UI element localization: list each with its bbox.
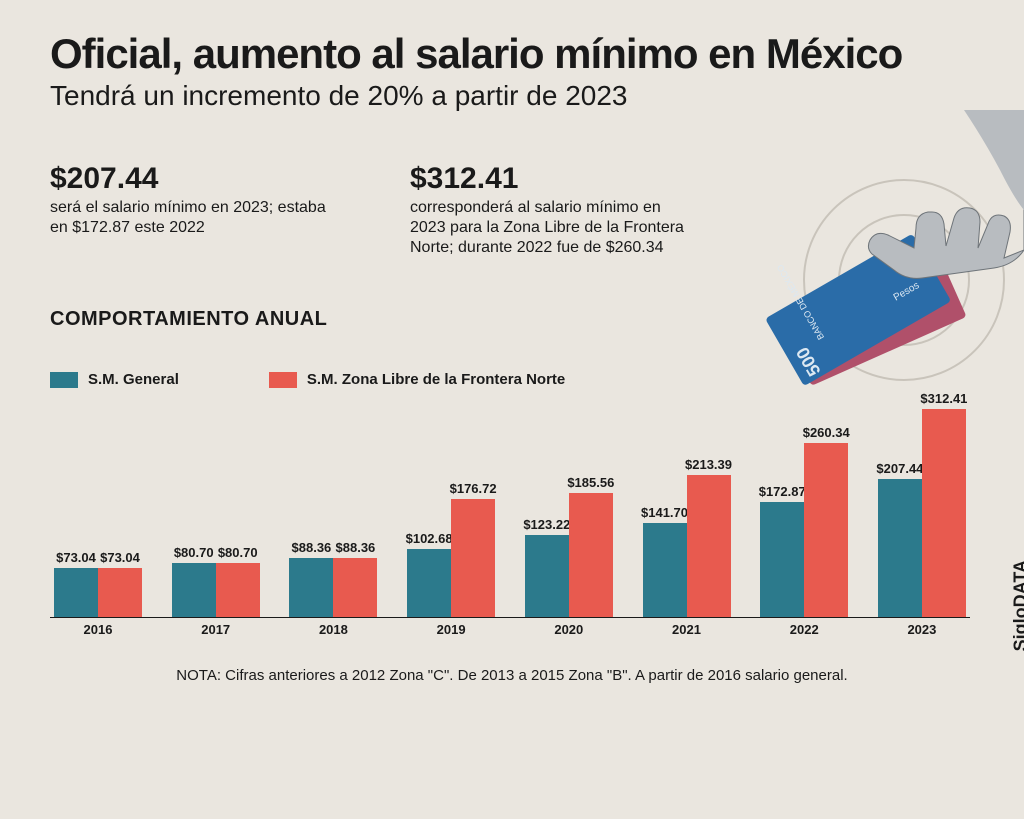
x-tick: 2019	[407, 622, 495, 637]
bar: $260.34	[804, 443, 848, 617]
bar-value-label: $185.56	[567, 475, 614, 490]
year-group: $207.44$312.41	[878, 409, 966, 617]
bar-value-label: $207.44	[876, 461, 923, 476]
stats-row: $207.44 será el salario mínimo en 2023; …	[50, 162, 974, 258]
legend-item-general: S.M. General	[50, 371, 179, 388]
bar-chart: $73.04$73.04$80.70$80.70$88.36$88.36$102…	[50, 398, 970, 618]
year-group: $123.22$185.56	[525, 493, 613, 617]
year-group: $141.70$213.39	[643, 475, 731, 617]
infographic-container: Oficial, aumento al salario mínimo en Mé…	[0, 0, 1024, 819]
bar-value-label: $172.87	[759, 484, 806, 499]
bar: $73.04	[98, 568, 142, 617]
bar: $80.70	[172, 563, 216, 617]
chart-legend: S.M. General S.M. Zona Libre de la Front…	[50, 371, 974, 388]
bar: $88.36	[333, 558, 377, 617]
legend-swatch-general	[50, 372, 78, 388]
stat-frontera-value: $312.41	[410, 162, 690, 196]
bar-value-label: $80.70	[174, 545, 214, 560]
chart-note: NOTA: Cifras anteriores a 2012 Zona "C".…	[50, 667, 974, 684]
year-group: $73.04$73.04	[54, 568, 142, 617]
x-tick: 2017	[172, 622, 260, 637]
bar: $88.36	[289, 558, 333, 617]
bar-value-label: $213.39	[685, 457, 732, 472]
bar-value-label: $123.22	[523, 517, 570, 532]
bar-value-label: $141.70	[641, 505, 688, 520]
bar: $185.56	[569, 493, 613, 617]
stat-frontera: $312.41 corresponderá al salario mínimo …	[410, 162, 690, 258]
bar: $172.87	[760, 502, 804, 617]
x-axis: 2016 2017 2018 2019 2020 2021 2022 2023	[50, 622, 970, 637]
bar-value-label: $73.04	[100, 550, 140, 565]
bar-value-label: $102.68	[406, 531, 453, 546]
year-group: $88.36$88.36	[289, 558, 377, 617]
chart-wrap: $73.04$73.04$80.70$80.70$88.36$88.36$102…	[50, 398, 974, 637]
bar: $80.70	[216, 563, 260, 617]
bar: $213.39	[687, 475, 731, 617]
bar-value-label: $176.72	[450, 481, 497, 496]
x-tick: 2020	[525, 622, 613, 637]
bar: $102.68	[407, 549, 451, 617]
bar: $73.04	[54, 568, 98, 617]
chart-title: COMPORTAMIENTO ANUAL	[50, 308, 974, 331]
bar-value-label: $88.36	[292, 540, 332, 555]
bar-value-label: $80.70	[218, 545, 258, 560]
bar: $207.44	[878, 479, 922, 617]
x-tick: 2022	[760, 622, 848, 637]
legend-label-general: S.M. General	[88, 371, 179, 388]
year-group: $80.70$80.70	[172, 563, 260, 617]
bar: $312.41	[922, 409, 966, 617]
bar: $123.22	[525, 535, 569, 617]
year-group: $172.87$260.34	[760, 443, 848, 617]
stat-general: $207.44 será el salario mínimo en 2023; …	[50, 162, 330, 258]
stat-general-desc: será el salario mínimo en 2023; estaba e…	[50, 198, 330, 238]
legend-label-frontera: S.M. Zona Libre de la Frontera Norte	[307, 371, 565, 388]
page-subtitle: Tendrá un incremento de 20% a partir de …	[50, 80, 974, 112]
bar-value-label: $260.34	[803, 425, 850, 440]
x-tick: 2021	[643, 622, 731, 637]
legend-item-frontera: S.M. Zona Libre de la Frontera Norte	[269, 371, 565, 388]
stat-general-value: $207.44	[50, 162, 330, 196]
bar: $176.72	[451, 499, 495, 617]
bar: $141.70	[643, 523, 687, 617]
x-tick: 2016	[54, 622, 142, 637]
page-title: Oficial, aumento al salario mínimo en Mé…	[50, 30, 974, 78]
x-tick: 2023	[878, 622, 966, 637]
x-tick: 2018	[289, 622, 377, 637]
svg-text:Pesos: Pesos	[892, 280, 922, 303]
stat-frontera-desc: corresponderá al salario mínimo en 2023 …	[410, 198, 690, 258]
bar-value-label: $73.04	[56, 550, 96, 565]
year-group: $102.68$176.72	[407, 499, 495, 617]
bar-value-label: $312.41	[920, 391, 967, 406]
hand-money-illustration: 500 500 BANCO DE MÉXICO Pesos	[664, 110, 1024, 410]
legend-swatch-frontera	[269, 372, 297, 388]
source-label: SigloDATA	[1010, 560, 1024, 651]
bar-value-label: $88.36	[336, 540, 376, 555]
